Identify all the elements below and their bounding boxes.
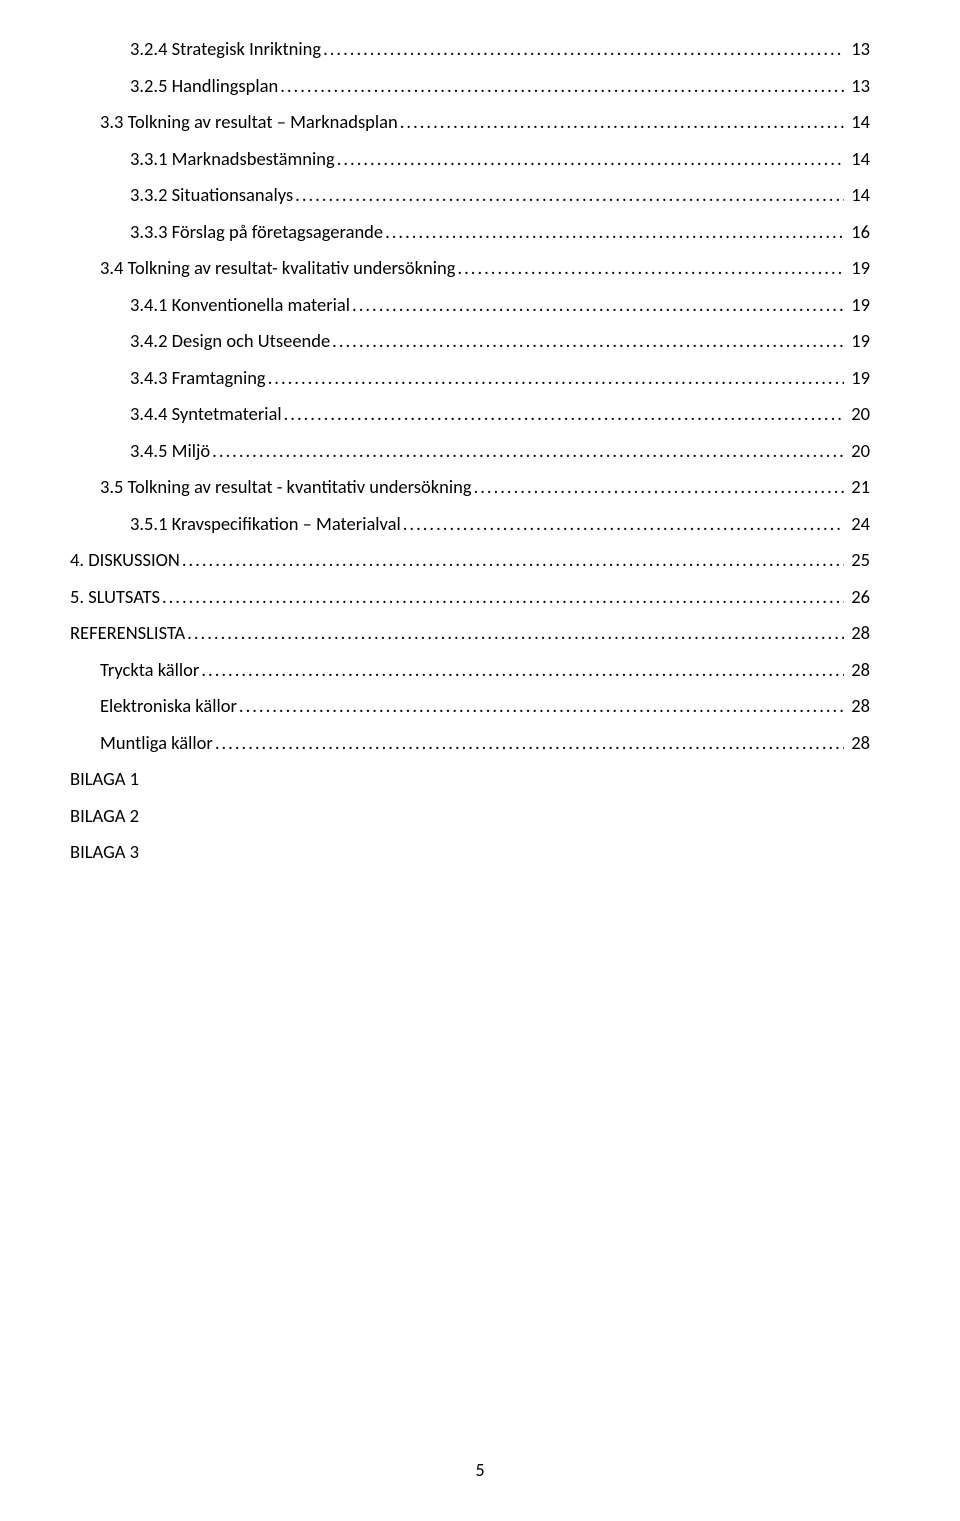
toc-leader [295, 186, 844, 205]
toc-leader [284, 405, 844, 424]
toc-entry-label: Tryckta källor [100, 661, 199, 680]
toc-leader [457, 259, 844, 278]
toc-leader [474, 478, 844, 497]
toc-entry: 3.4.1 Konventionella material 19 [70, 296, 870, 315]
toc-entry-page: 14 [846, 186, 870, 205]
toc-entry: 3.5 Tolkning av resultat - kvantitativ u… [70, 478, 870, 497]
toc-entry-label: 3.2.5 Handlingsplan [130, 77, 278, 96]
toc-entry-page: 21 [846, 478, 870, 497]
toc-entry-label: 3.3.2 Situationsanalys [130, 186, 293, 205]
toc-entry-label: 3.2.4 Strategisk Inriktning [130, 40, 321, 59]
toc-leader [162, 588, 844, 607]
toc-entry: 3.3.1 Marknadsbestämning 14 [70, 150, 870, 169]
toc-entry-page: 26 [846, 588, 870, 607]
toc-leader [323, 40, 844, 59]
toc-leader [268, 369, 844, 388]
toc-leader [280, 77, 844, 96]
toc-entry-label: Muntliga källor [100, 734, 213, 753]
toc-leader [215, 734, 844, 753]
toc-entry-label: 3.4.1 Konventionella material [130, 296, 350, 315]
toc-entry: BILAGA 1 [70, 770, 870, 789]
toc-entry-page: 19 [846, 259, 870, 278]
toc-entry: 3.5.1 Kravspecifikation – Materialval 24 [70, 515, 870, 534]
toc-leader [182, 551, 844, 570]
toc-leader [400, 113, 844, 132]
toc-leader [337, 150, 844, 169]
toc-entry: 3.4.3 Framtagning 19 [70, 369, 870, 388]
toc-entry: 3.3.2 Situationsanalys 14 [70, 186, 870, 205]
toc-entry-label: 3.4.4 Syntetmaterial [130, 405, 282, 424]
toc-entry-label: 3.5.1 Kravspecifikation – Materialval [130, 515, 401, 534]
toc-entry-label: 3.3.1 Marknadsbestämning [130, 150, 335, 169]
page-number: 5 [0, 1459, 960, 1481]
toc-entry: 3.2.4 Strategisk Inriktning 13 [70, 40, 870, 59]
toc-entry-page: 24 [846, 515, 870, 534]
toc-entry: BILAGA 3 [70, 843, 870, 862]
toc-leader [239, 697, 844, 716]
toc-entry-label: 3.4 Tolkning av resultat- kvalitativ und… [100, 259, 455, 278]
toc-entry-page: 28 [846, 734, 870, 753]
toc-entry-page: 25 [846, 551, 870, 570]
toc-entry-label: 3.5 Tolkning av resultat - kvantitativ u… [100, 478, 472, 497]
toc-entry-page: 14 [846, 113, 870, 132]
toc-leader [403, 515, 844, 534]
toc-entry: REFERENSLISTA 28 [70, 624, 870, 643]
toc-entry: 3.2.5 Handlingsplan 13 [70, 77, 870, 96]
toc-entry: Elektroniska källor 28 [70, 697, 870, 716]
toc-entry-page: 16 [846, 223, 870, 242]
toc-entry: 3.3.3 Förslag på företagsagerande 16 [70, 223, 870, 242]
toc-entry-page: 20 [846, 405, 870, 424]
toc-entry: 3.4.5 Miljö 20 [70, 442, 870, 461]
toc-entry-page: 28 [846, 697, 870, 716]
toc-entry-label: 3.4.5 Miljö [130, 442, 210, 461]
toc-entry-label: 3.3 Tolkning av resultat – Marknadsplan [100, 113, 398, 132]
toc-leader [385, 223, 844, 242]
toc-leader [187, 624, 844, 643]
toc-leader [201, 661, 844, 680]
toc-entry: 3.4 Tolkning av resultat- kvalitativ und… [70, 259, 870, 278]
toc-entry-label: 5. SLUTSATS [70, 588, 160, 607]
toc-entry-page: 28 [846, 624, 870, 643]
toc-entry: Muntliga källor 28 [70, 734, 870, 753]
toc-entry: Tryckta källor 28 [70, 661, 870, 680]
toc-entry-page: 14 [846, 150, 870, 169]
toc-entry-label: REFERENSLISTA [70, 624, 185, 643]
toc-entry-label: 3.4.3 Framtagning [130, 369, 266, 388]
toc-entry-page: 19 [846, 369, 870, 388]
toc-entry-page: 13 [846, 40, 870, 59]
toc-entry-label: Elektroniska källor [100, 697, 237, 716]
toc-entry: 3.3 Tolkning av resultat – Marknadsplan 1… [70, 113, 870, 132]
toc-entry-label: 3.4.2 Design och Utseende [130, 332, 330, 351]
toc-entry-page: 28 [846, 661, 870, 680]
toc-entry: 4. DISKUSSION 25 [70, 551, 870, 570]
toc-leader [212, 442, 844, 461]
toc-entry-label: 4. DISKUSSION [70, 551, 180, 570]
toc-leader [332, 332, 844, 351]
table-of-contents: 3.2.4 Strategisk Inriktning133.2.5 Handl… [70, 40, 870, 862]
toc-entry: BILAGA 2 [70, 807, 870, 826]
toc-entry-page: 13 [846, 77, 870, 96]
toc-entry: 3.4.4 Syntetmaterial 20 [70, 405, 870, 424]
page: 3.2.4 Strategisk Inriktning133.2.5 Handl… [0, 0, 960, 1521]
toc-entry: 3.4.2 Design och Utseende 19 [70, 332, 870, 351]
toc-entry: 5. SLUTSATS 26 [70, 588, 870, 607]
toc-entry-page: 19 [846, 332, 870, 351]
toc-entry-page: 20 [846, 442, 870, 461]
toc-entry-page: 19 [846, 296, 870, 315]
toc-entry-label: 3.3.3 Förslag på företagsagerande [130, 223, 383, 242]
toc-leader [352, 296, 844, 315]
